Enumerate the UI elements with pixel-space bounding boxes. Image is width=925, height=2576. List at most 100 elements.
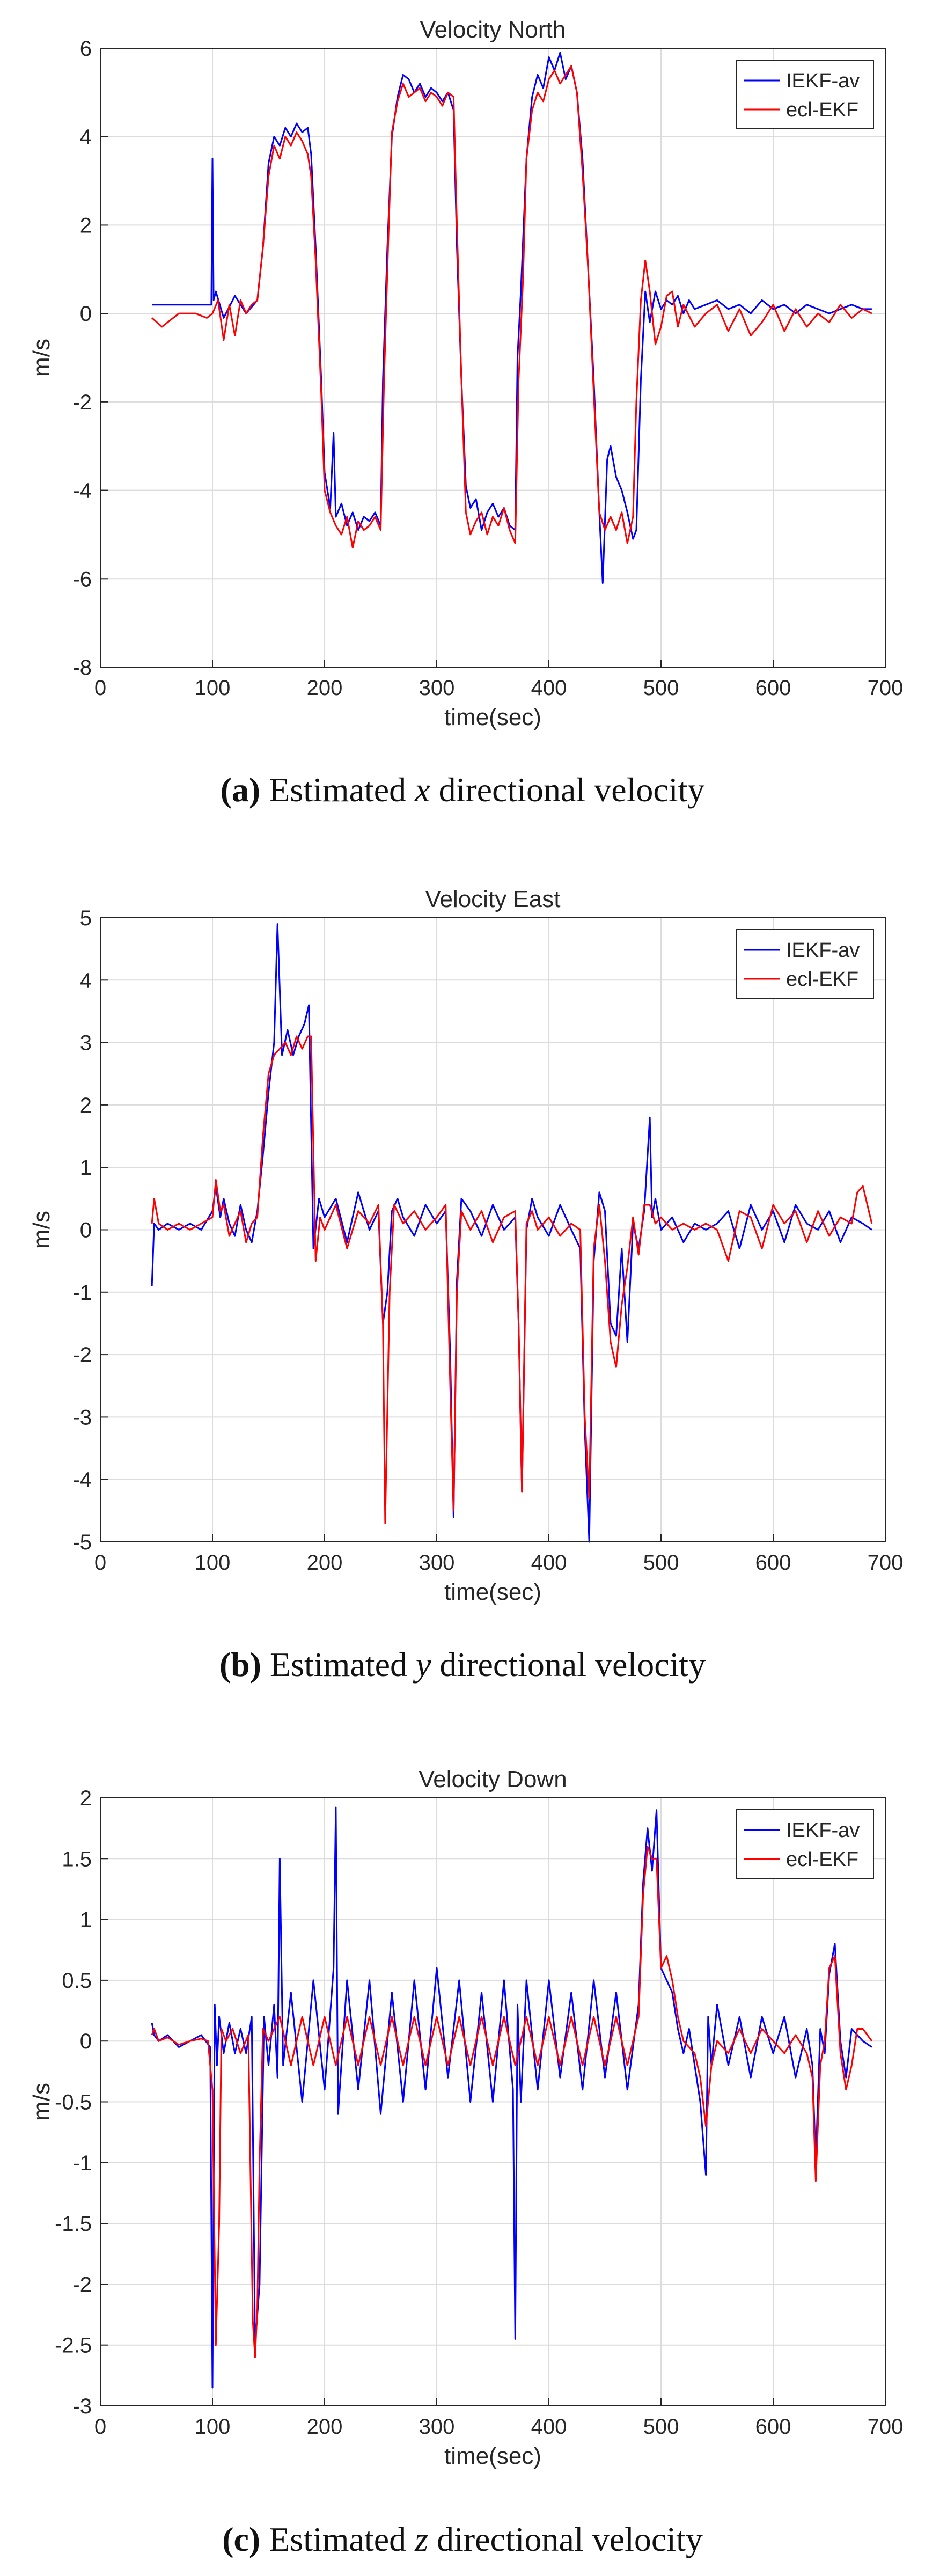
x-tick-label: 300 (419, 2415, 455, 2439)
y-tick-label: 1.5 (62, 1847, 92, 1871)
y-tick-label: 0 (80, 1219, 92, 1242)
y-tick-label: -2.5 (55, 2334, 92, 2358)
y-tick-label: -2 (72, 391, 92, 414)
x-tick-label: 200 (307, 2415, 343, 2439)
series-line-iekf-av (152, 52, 872, 584)
caption-c-pre: Estimated (269, 2520, 415, 2558)
x-tick-label: 300 (419, 676, 455, 700)
y-tick-label: -4 (72, 479, 92, 503)
x-tick-label: 200 (307, 676, 343, 700)
chart-title: Velocity East (425, 886, 561, 912)
y-tick-label: 1 (80, 1908, 92, 1932)
y-tick-label: -5 (72, 1531, 92, 1554)
y-tick-label: 0 (80, 2030, 92, 2053)
x-tick-label: 100 (195, 2415, 231, 2439)
series-line-ecl-ekf (151, 1035, 873, 1524)
series-line-ecl-ekf (151, 65, 872, 549)
y-tick-label: -2 (72, 1343, 92, 1367)
chart-velocity-east: 0 100 200 300 400 500 600 700 -5 -4 -3 -2 -1 0 1 2 3 4 5 Ve… (28, 886, 904, 1605)
x-axis-label: time(sec) (444, 1579, 541, 1605)
caption-b: (b) Estimated y directional velocity (0, 1645, 925, 1685)
x-tick-label: 100 (195, 1551, 231, 1575)
caption-a-pre: Estimated (269, 771, 415, 809)
legend-label: IEKF-av (786, 1819, 860, 1842)
caption-b-pre: Estimated (270, 1645, 416, 1684)
y-tick-label: -3 (72, 2395, 92, 2418)
y-tick-label: -0.5 (55, 2091, 92, 2114)
y-tick-label: -1.5 (55, 2212, 92, 2236)
x-tick-label: 400 (531, 1551, 567, 1575)
y-tick-label: 3 (80, 1031, 92, 1055)
y-tick-label: 0 (80, 302, 92, 326)
y-tick-label: -1 (72, 1281, 92, 1305)
x-tick-label: 0 (94, 2415, 106, 2439)
y-tick-label: -1 (72, 2151, 92, 2175)
legend-label: ecl-EKF (786, 1848, 858, 1871)
caption-a: (a) Estimated x directional velocity (0, 770, 925, 810)
x-tick-label: 0 (94, 676, 106, 700)
y-tick-label: 4 (80, 126, 92, 149)
legend-label: ecl-EKF (786, 968, 858, 991)
series-line-ecl-ekf (151, 1846, 873, 2358)
x-tick-label: 100 (195, 676, 231, 700)
y-tick-label: -4 (72, 1468, 92, 1492)
caption-a-var: x (415, 771, 430, 809)
x-axis-label: time(sec) (444, 704, 541, 730)
x-tick-label: 200 (307, 1551, 343, 1575)
y-axis-label: m/s (28, 2083, 55, 2121)
x-tick-label: 700 (868, 1551, 904, 1575)
x-tick-label: 400 (531, 676, 567, 700)
caption-c-label: (c) (222, 2520, 261, 2558)
legend-label: ecl-EKF (786, 99, 858, 121)
x-tick-label: 0 (94, 1551, 106, 1575)
axes-frame (100, 48, 886, 668)
x-tick-label: 600 (755, 1551, 791, 1575)
chart-velocity-down: 0 100 200 300 400 500 600 700 -3 -2.5 -2 -1.5 -1 -0.5… (28, 1766, 904, 2469)
x-tick-label: 700 (868, 2415, 904, 2439)
y-axis-label: m/s (28, 339, 55, 377)
y-tick-label: -3 (72, 1406, 92, 1429)
caption-b-post: directional velocity (431, 1645, 706, 1684)
chart-title: Velocity Down (419, 1766, 567, 1792)
y-tick-label: 0.5 (62, 1969, 92, 1993)
legend-box (736, 1809, 874, 1879)
legend-label: IEKF-av (786, 70, 860, 92)
x-tick-label: 500 (643, 676, 679, 700)
y-tick-label: 1 (80, 1156, 92, 1180)
y-axis-label: m/s (28, 1211, 55, 1249)
caption-a-post: directional velocity (430, 771, 705, 809)
x-tick-label: 700 (868, 676, 904, 700)
y-tick-label: 4 (80, 969, 92, 992)
x-tick-label: 500 (643, 1551, 679, 1575)
y-tick-label: -6 (72, 567, 92, 591)
y-tick-label: -2 (72, 2273, 92, 2296)
chart-title: Velocity North (420, 17, 566, 43)
legend-box (736, 60, 874, 129)
x-tick-label: 400 (531, 2415, 567, 2439)
caption-a-label: (a) (220, 771, 261, 809)
axes-frame (100, 917, 886, 1542)
y-tick-label: 2 (80, 1787, 92, 1810)
series-line-iekf-av (151, 1806, 872, 2389)
y-tick-label: -8 (72, 656, 92, 679)
caption-c-post: directional velocity (428, 2520, 703, 2558)
y-tick-label: 2 (80, 214, 92, 237)
caption-b-label: (b) (219, 1645, 262, 1684)
y-tick-label: 5 (80, 906, 92, 930)
x-tick-label: 300 (419, 1551, 455, 1575)
caption-b-var: y (415, 1645, 431, 1684)
x-axis-label: time(sec) (444, 2443, 541, 2469)
x-tick-label: 600 (755, 2415, 791, 2439)
y-tick-label: 6 (80, 37, 92, 61)
legend-label: IEKF-av (786, 939, 860, 962)
y-tick-label: 2 (80, 1094, 92, 1117)
legend-box (736, 929, 874, 999)
chart-velocity-north: 0 100 200 300 400 500 600 700 -8 -6 -4 -2 0 2 4 6 Veloci… (28, 17, 904, 730)
x-tick-label: 600 (755, 676, 791, 700)
caption-c: (c) Estimated z directional velocity (0, 2520, 925, 2559)
axes-frame (100, 1797, 886, 2406)
caption-c-var: z (415, 2520, 429, 2558)
x-tick-label: 500 (643, 2415, 679, 2439)
plot-area (100, 48, 885, 667)
